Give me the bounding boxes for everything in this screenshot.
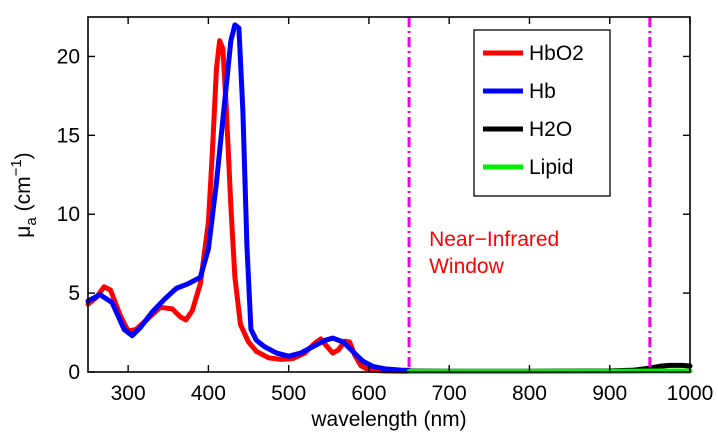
x-tick-label-500: 500 [271, 382, 306, 405]
annotation-line-1: Window [429, 255, 505, 278]
annotation-layer: Near−Infrared Window [429, 228, 559, 278]
plot-frame [87, 16, 691, 373]
legend-label-lipid: Lipid [529, 156, 573, 179]
y-axis-label-unit-close: ) [12, 152, 35, 159]
y-axis-label-superscript: −1 [8, 159, 25, 176]
y-tick-label-20: 20 [57, 45, 80, 68]
window-boundary-lines [407, 17, 652, 372]
legend-label-hbo2: HbO2 [529, 42, 584, 65]
x-tick-label-1000: 1000 [667, 382, 714, 405]
x-tick-label-900: 900 [592, 382, 627, 405]
legend-label-h2o: H2O [529, 118, 572, 141]
y-tick-label-5: 5 [68, 282, 80, 305]
y-tick-label-15: 15 [57, 124, 80, 147]
y-axis-label-subscript: a [23, 217, 40, 226]
x-tick-label-400: 400 [191, 382, 226, 405]
y-axis-label-unit-open: (cm [12, 176, 35, 217]
y-axis-label: μa (cm−1) [8, 152, 40, 237]
series-line-hb [85, 22, 412, 373]
x-axis-label: wavelength (nm) [310, 408, 466, 431]
x-tick-label-600: 600 [351, 382, 386, 405]
annotation-line-0: Near−Infrared [429, 228, 559, 251]
y-tick-label-0: 0 [68, 361, 80, 384]
legend: HbO2 Hb H2O Lipid [473, 29, 611, 197]
x-tick-label-300: 300 [111, 382, 146, 405]
x-tick-label-800: 800 [512, 382, 547, 405]
legend-entries: HbO2 Hb H2O Lipid [483, 42, 584, 179]
legend-label-hb: Hb [529, 80, 556, 103]
y-axis-label-base: μ [12, 226, 35, 238]
y-tick-label-10: 10 [57, 203, 80, 226]
tick-labels: 300 400 500 600 700 800 900 1000 0 5 10 15 20 [57, 45, 714, 405]
x-tick-label-700: 700 [432, 382, 467, 405]
annotation-0: Near−Infrared Window [429, 228, 559, 278]
